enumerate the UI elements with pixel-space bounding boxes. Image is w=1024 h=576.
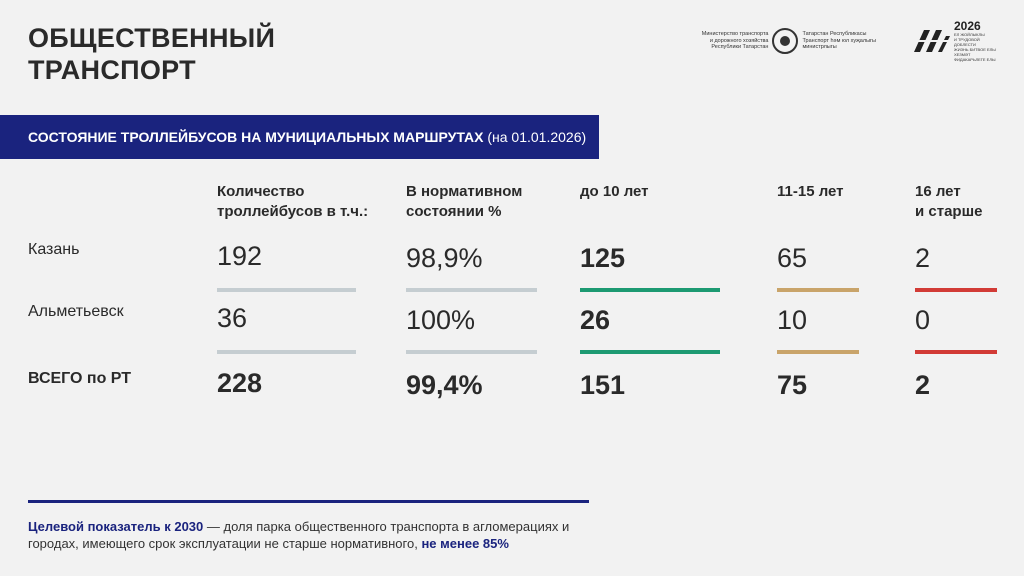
footnote-lead: Целевой показатель к 2030 [28, 519, 204, 534]
row-divider-kazan-16-plus [915, 288, 997, 292]
cell-total-normative: 99,4% [406, 370, 483, 400]
cell-kazan-total: 192 [217, 241, 263, 271]
row-divider-kazan-normative [406, 288, 537, 292]
section-banner: СОСТОЯНИЕ ТРОЛЛЕЙБУСОВ НА МУНИЦИАЛЬНЫХ М… [0, 115, 599, 159]
section-banner-date: (на 01.01.2026) [483, 129, 587, 145]
row-divider-almetyevsk-total [217, 350, 356, 354]
row-divider-almetyevsk-16-plus [915, 350, 997, 354]
column-header-under-10: до 10 лет [580, 183, 649, 200]
footnote-target: не менее 85% [421, 536, 509, 551]
page-title-line-2: ТРАНСПОРТ [28, 55, 196, 85]
column-header-16-plus: 16 лет и старше [915, 183, 983, 220]
row-divider-kazan-11-15 [777, 288, 859, 292]
row-divider-kazan-under-10 [580, 288, 720, 292]
header-logos: Министерство транспорта и дорожного хозя… [701, 20, 998, 62]
cell-total-11-15: 75 [777, 370, 808, 400]
ministry-name-ru: Министерство транспорта и дорожного хозя… [701, 31, 769, 51]
row-divider-almetyevsk-normative [406, 350, 537, 354]
row-label-almetyevsk: Альметьевск [28, 303, 124, 320]
row-divider-almetyevsk-under-10 [580, 350, 720, 354]
ministry-name-tt: Татарстан Республикасы Транспорт һәм юл … [802, 31, 876, 51]
cell-kazan-11-15: 65 [777, 243, 808, 273]
year-2026-subtitle: ЕЛ ЖОЙЛЫКЛЫ И ТРУДОВОЙ ДОБЛЕСТИ ЖИЗНЬ БИ… [954, 32, 996, 62]
year-2026-emblem-icon [912, 30, 952, 52]
cell-almetyevsk-16-plus: 0 [915, 305, 931, 335]
cell-almetyevsk-11-15: 10 [777, 305, 808, 335]
row-label-kazan: Казань [28, 241, 80, 258]
year-2026-logo: 2026 ЕЛ ЖОЙЛЫКЛЫ И ТРУДОВОЙ ДОБЛЕСТИ ЖИЗ… [912, 20, 998, 62]
footnote-divider [28, 500, 589, 503]
cell-total-16-plus: 2 [915, 370, 931, 400]
ministry-emblem-icon [772, 28, 799, 54]
cell-total-under-10: 151 [580, 370, 626, 400]
footnote-body: — доля парка общественного транспорта в … [28, 519, 570, 551]
cell-almetyevsk-normative: 100% [406, 305, 476, 335]
column-header-11-15: 11-15 лет [777, 183, 844, 200]
column-header-normative: В нормативном состоянии % [406, 183, 523, 220]
cell-kazan-normative: 98,9% [406, 243, 483, 273]
row-divider-almetyevsk-11-15 [777, 350, 859, 354]
row-label-total: ВСЕГО по РТ [28, 370, 132, 387]
row-divider-kazan-total [217, 288, 356, 292]
cell-kazan-under-10: 125 [580, 243, 626, 273]
cell-total-total: 228 [217, 368, 263, 398]
footnote: Целевой показатель к 2030 — доля парка о… [28, 518, 588, 552]
page-title-line-1: ОБЩЕСТВЕННЫЙ [28, 23, 276, 53]
cell-almetyevsk-under-10: 26 [580, 305, 611, 335]
page-title: ОБЩЕСТВЕННЫЙ ТРАНСПОРТ [28, 22, 275, 86]
section-banner-text: СОСТОЯНИЕ ТРОЛЛЕЙБУСОВ НА МУНИЦИАЛЬНЫХ М… [28, 129, 587, 145]
year-2026-label: 2026 [954, 19, 981, 33]
cell-kazan-16-plus: 2 [915, 243, 931, 273]
column-header-total: Количество троллейбусов в т.ч.: [217, 183, 369, 220]
cell-almetyevsk-total: 36 [217, 303, 248, 333]
